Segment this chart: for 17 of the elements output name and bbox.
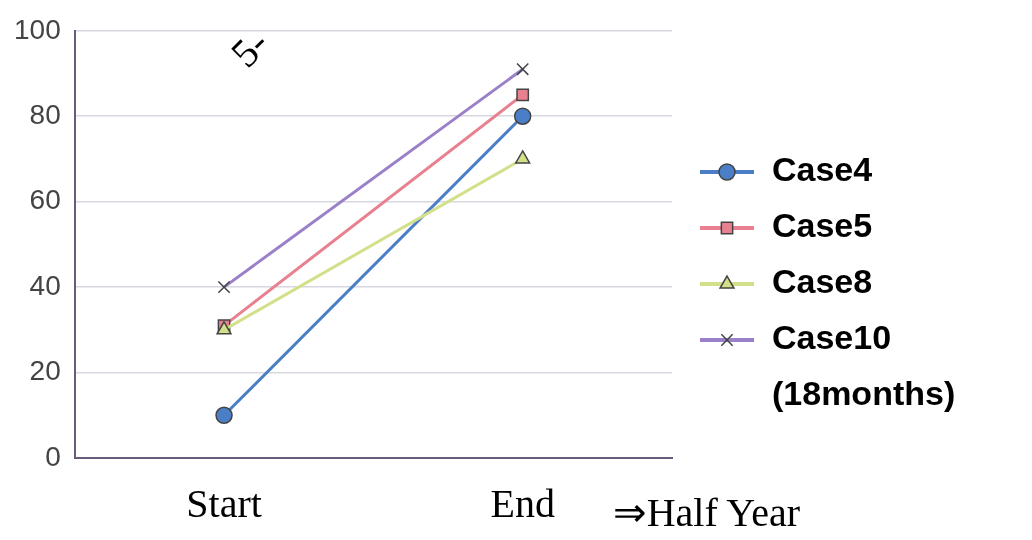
- y-tick-label: 0: [45, 440, 61, 472]
- legend-label: Case4: [772, 150, 873, 189]
- x-tick-label: Start: [186, 480, 262, 526]
- y-tick-label: 100: [14, 13, 61, 45]
- x-tick-label: End: [490, 480, 555, 526]
- point: [513, 107, 532, 125]
- y-tick-label: 60: [29, 184, 61, 216]
- annotation: 5-: [221, 20, 278, 76]
- y-tick-label: 40: [29, 269, 61, 301]
- point: [215, 406, 233, 425]
- legend-label: Case5: [772, 206, 873, 245]
- legend-label: Case10 (18months): [772, 318, 956, 413]
- y-tick-label: 80: [29, 98, 61, 130]
- y-tick-label: 20: [29, 355, 61, 387]
- text: ⇒Half Year: [612, 489, 800, 535]
- legend-label: Case8: [772, 262, 873, 301]
- point: [516, 88, 530, 102]
